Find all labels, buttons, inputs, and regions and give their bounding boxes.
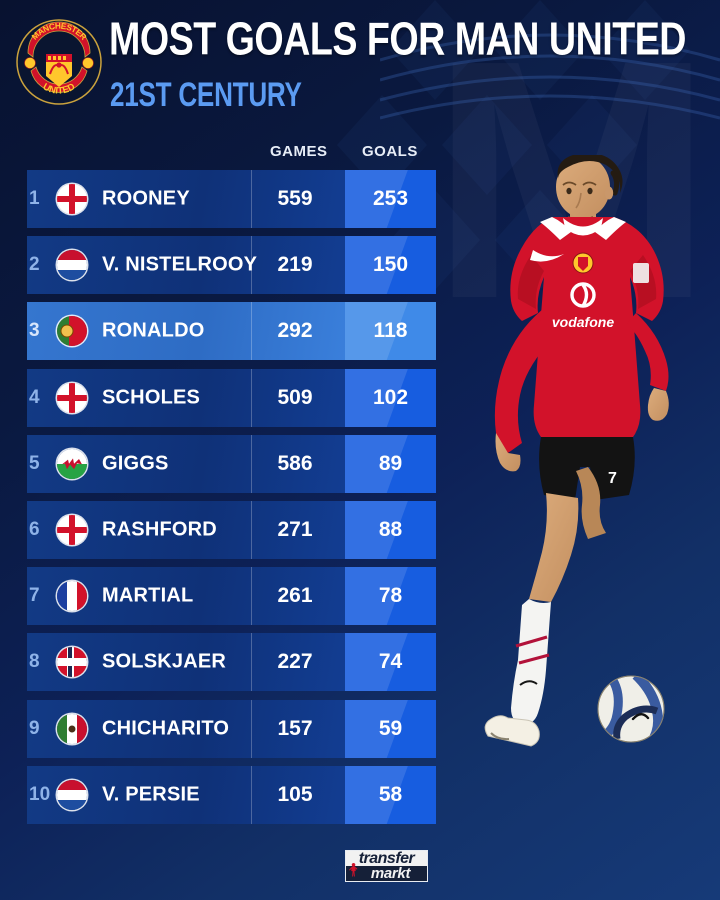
svg-text:7: 7 bbox=[608, 470, 617, 487]
svg-text:vodafone: vodafone bbox=[552, 314, 614, 330]
